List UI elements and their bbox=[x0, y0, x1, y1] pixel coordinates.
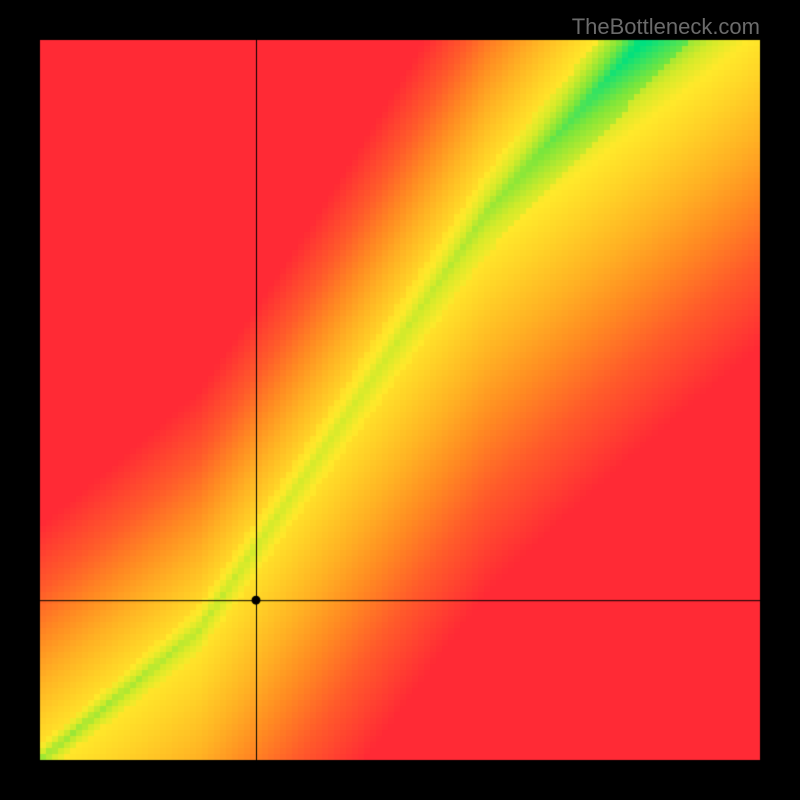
chart-container: TheBottleneck.com bbox=[0, 0, 800, 800]
watermark-text: TheBottleneck.com bbox=[572, 14, 760, 40]
bottleneck-heatmap-canvas bbox=[0, 0, 800, 800]
